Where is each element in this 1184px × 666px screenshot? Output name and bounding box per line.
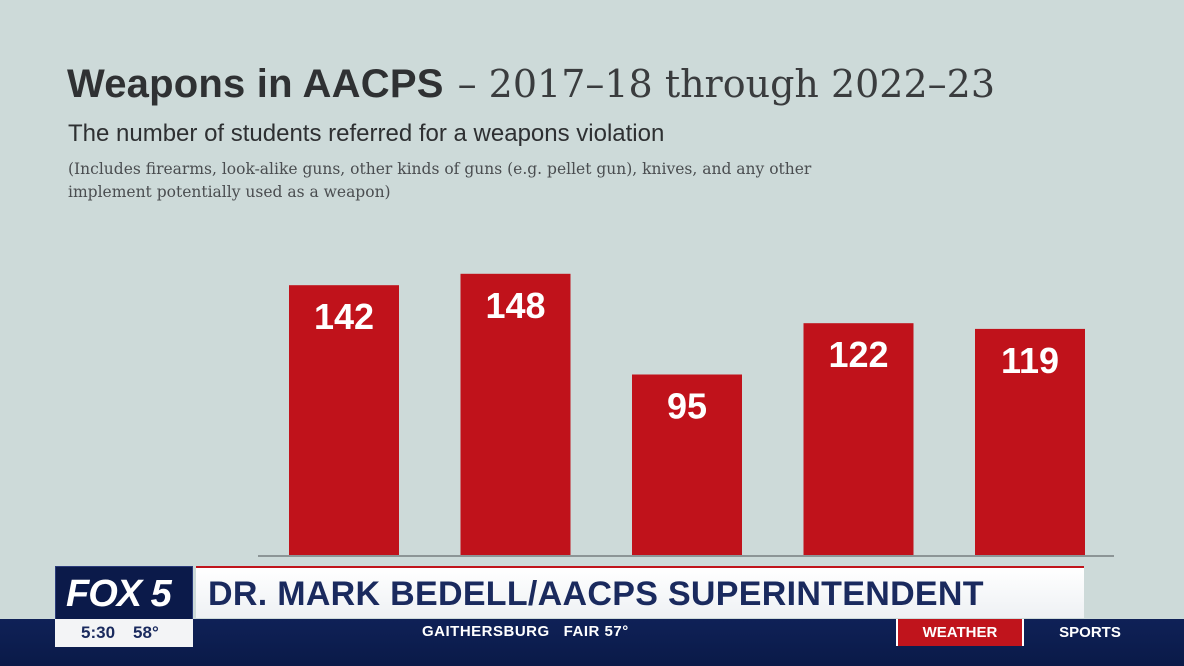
weather-button[interactable]: WEATHER	[896, 619, 1024, 646]
ticker-location: GAITHERSBURG	[422, 623, 550, 640]
bar-value-label: 142	[314, 296, 374, 337]
fox5-logo: FOX 5	[55, 566, 193, 621]
clock-time: 5:30	[81, 623, 116, 642]
bar-value-label: 119	[1001, 340, 1059, 381]
ticker-condition: FAIR 57°	[563, 623, 629, 640]
bar-value-label: 122	[828, 334, 888, 375]
bar	[632, 374, 742, 555]
title-date-range: – 2017–18 through 2022–23	[457, 62, 996, 106]
bar-value-label: 148	[485, 285, 545, 326]
bar-value-label: 95	[667, 386, 707, 427]
sports-button[interactable]: SPORTS	[1059, 624, 1121, 641]
bar	[460, 273, 571, 555]
lower-third: DR. MARK BEDELL/AACPS SUPERINTENDENT	[196, 566, 1084, 618]
ticker-weather-info: GAITHERSBURG FAIR 57°	[422, 623, 629, 640]
logo-text: FOX 5	[66, 573, 172, 615]
title-main: Weapons in AACPS	[67, 62, 444, 106]
current-temperature: 58°	[133, 623, 159, 642]
chart-subtitle: The number of students referred for a we…	[68, 120, 665, 147]
chart-title: Weapons in AACPS – 2017–18 through 2022–2…	[67, 62, 995, 107]
lower-third-name: DR. MARK BEDELL/AACPS SUPERINTENDENT	[208, 575, 984, 613]
chart-note: (Includes firearms, look-alike guns, oth…	[68, 160, 812, 201]
bar	[803, 323, 914, 555]
time-temp-box: 5:30 58°	[55, 619, 193, 647]
bar	[289, 285, 399, 555]
bar	[975, 328, 1085, 555]
